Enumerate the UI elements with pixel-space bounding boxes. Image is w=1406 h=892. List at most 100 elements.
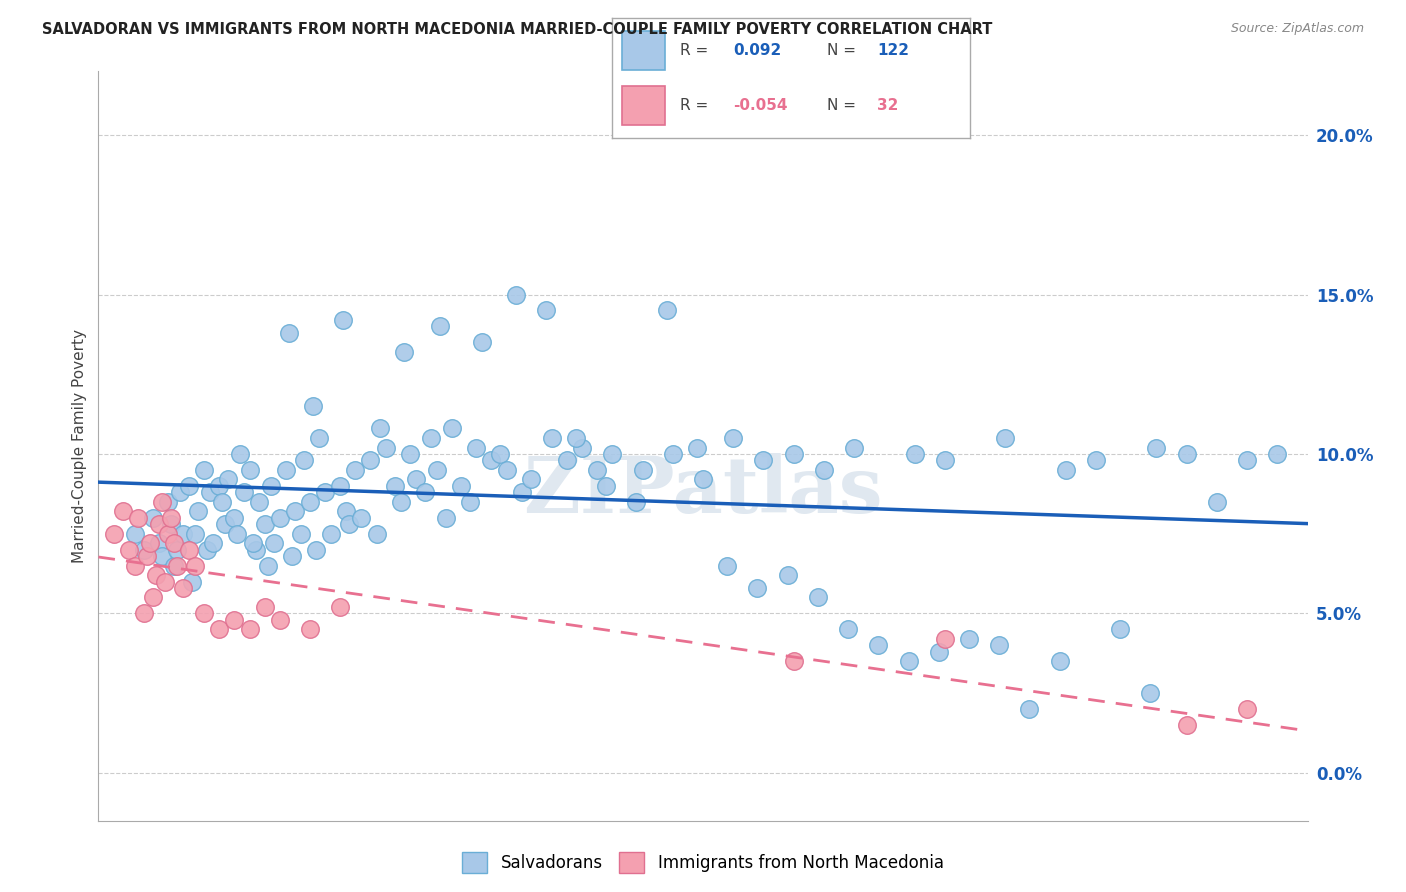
Point [450,479,472,493]
Point [181,574,204,589]
Point [661,447,683,461]
Point [897,654,920,668]
Point [150,495,173,509]
Point [263,536,285,550]
Point [686,441,709,455]
Text: N =: N = [827,98,856,113]
Point [489,447,512,461]
Text: Source: ZipAtlas.com: Source: ZipAtlas.com [1230,22,1364,36]
Point [602,447,624,461]
Point [269,510,291,524]
Point [555,453,578,467]
Point [374,441,396,455]
Point [434,510,457,524]
Point [426,463,449,477]
Point [163,558,186,573]
Point [1267,447,1289,461]
Point [844,441,866,455]
Point [350,510,373,524]
Point [928,645,950,659]
Point [1236,702,1258,716]
Point [1018,702,1040,716]
Point [384,479,406,493]
Point [299,495,322,509]
Point [565,431,588,445]
Point [217,473,239,487]
Point [308,431,330,445]
Point [510,485,533,500]
Point [111,504,134,518]
Point [179,542,201,557]
Point [837,623,859,637]
Point [776,568,799,582]
Point [145,568,167,582]
Point [481,453,503,467]
Point [994,431,1017,445]
Point [166,542,188,557]
Point [368,421,391,435]
Point [256,558,278,573]
Point [148,536,170,550]
Point [166,558,188,573]
Point [305,542,328,557]
Point [337,517,360,532]
Point [142,591,165,605]
Point [465,441,488,455]
Point [172,526,194,541]
Point [172,581,194,595]
Point [292,453,315,467]
Point [229,447,252,461]
Text: R =: R = [679,43,709,58]
Point [1054,463,1077,477]
Point [534,303,557,318]
Point [299,623,322,637]
Point [723,431,745,445]
Point [214,517,236,532]
Point [1236,453,1258,467]
Point [807,591,830,605]
Point [184,558,207,573]
Point [398,447,420,461]
Point [360,453,382,467]
Point [655,303,678,318]
Point [290,526,312,541]
Point [169,485,191,500]
Point [934,453,956,467]
Point [160,510,183,524]
Point [1109,623,1132,637]
Point [132,542,155,557]
Point [208,623,231,637]
Point [211,495,233,509]
Point [934,632,956,646]
Point [193,463,215,477]
Point [595,479,617,493]
Point [103,526,125,541]
Point [156,495,179,509]
Point [124,558,146,573]
Legend: Salvadorans, Immigrants from North Macedonia: Salvadorans, Immigrants from North Maced… [456,846,950,880]
Point [366,526,388,541]
Point [274,463,297,477]
Bar [623,87,665,125]
Point [195,542,218,557]
Point [224,613,246,627]
Point [150,549,173,563]
Point [269,613,291,627]
Point [1206,495,1229,509]
Point [1175,718,1198,732]
Point [1139,686,1161,700]
Point [142,510,165,524]
Point [540,431,562,445]
Point [253,600,276,615]
Point [239,463,262,477]
Point [163,536,186,550]
Text: SALVADORAN VS IMMIGRANTS FROM NORTH MACEDONIA MARRIED-COUPLE FAMILY POVERTY CORR: SALVADORAN VS IMMIGRANTS FROM NORTH MACE… [42,22,993,37]
Point [329,600,352,615]
Point [127,510,149,524]
Text: N =: N = [827,43,856,58]
Point [458,495,481,509]
Point [571,441,593,455]
Point [586,463,609,477]
Text: 0.092: 0.092 [734,43,782,58]
Point [471,335,494,350]
